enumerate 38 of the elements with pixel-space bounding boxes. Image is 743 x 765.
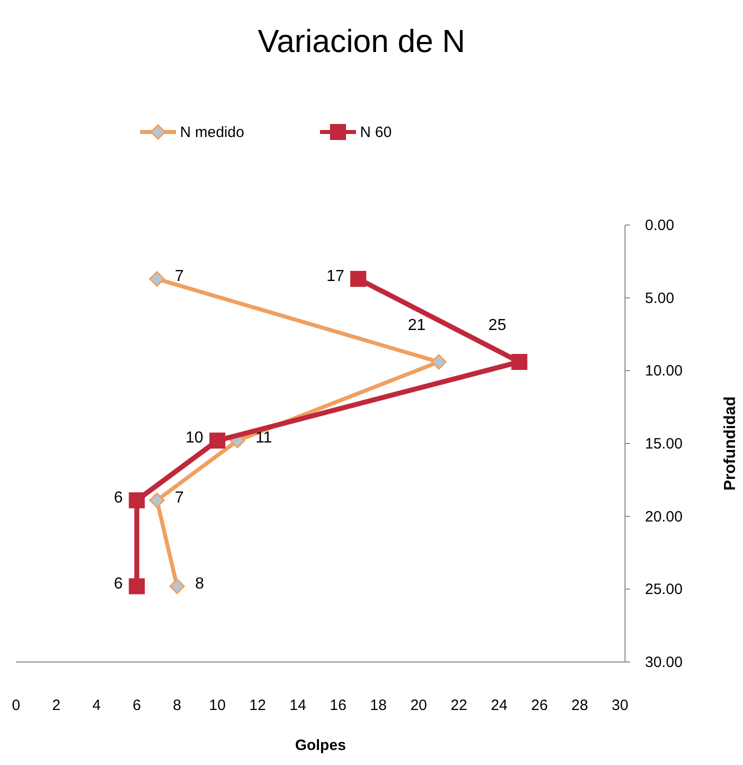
x-tick-label: 18 xyxy=(370,697,387,714)
data-label: 6 xyxy=(114,489,123,506)
x-tick-label: 12 xyxy=(249,697,266,714)
y-tick-label: 5.00 xyxy=(645,290,674,307)
data-label: 10 xyxy=(186,430,204,447)
y-tick-label: 10.00 xyxy=(645,362,683,380)
data-label: 6 xyxy=(114,575,123,592)
data-label: 8 xyxy=(195,575,204,592)
data-label: 7 xyxy=(174,268,184,285)
data-label: 11 xyxy=(255,430,272,447)
y-tick-label: 0.00 xyxy=(645,217,674,234)
x-tick-label: 24 xyxy=(490,697,508,714)
x-tick-label: 20 xyxy=(410,697,428,714)
y-tick-label: 25.00 xyxy=(645,581,683,598)
x-tick-label: 22 xyxy=(450,697,468,714)
y-tick-label: 15.00 xyxy=(645,436,683,452)
x-tick-label: 6 xyxy=(132,697,141,714)
x-tick-label: 14 xyxy=(290,697,306,714)
y-tick-label: 30.00 xyxy=(645,654,683,671)
x-tick-label: 16 xyxy=(330,697,346,714)
x-tick-label: 26 xyxy=(531,697,548,714)
data-label: 25 xyxy=(488,316,506,334)
data-label: 21 xyxy=(408,316,426,334)
data-label: 7 xyxy=(174,489,184,506)
chart-title: Variacion de N xyxy=(258,23,466,59)
x-axis-title: Golpes xyxy=(295,737,346,754)
x-tick-label: 0 xyxy=(12,697,20,714)
y-axis-title: Profundidad xyxy=(722,396,739,491)
x-tick-label: 2 xyxy=(52,697,60,714)
data-label: 17 xyxy=(326,268,344,285)
x-tick-label: 30 xyxy=(612,697,628,714)
legend-label: N medido xyxy=(180,124,244,141)
legend-label: N 60 xyxy=(360,124,392,141)
y-tick-label: 20.00 xyxy=(645,508,683,526)
x-tick-label: 28 xyxy=(571,697,588,714)
x-tick-label: 4 xyxy=(92,697,101,714)
x-tick-label: 10 xyxy=(208,697,226,714)
x-tick-label: 8 xyxy=(172,697,182,714)
